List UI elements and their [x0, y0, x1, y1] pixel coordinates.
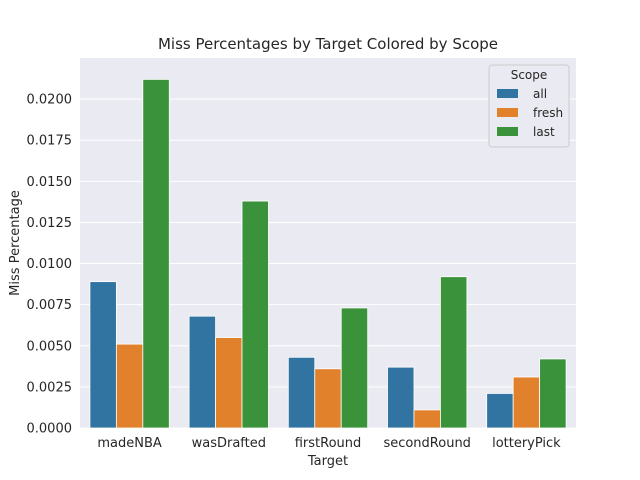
y-axis-ticks: 0.0000 0.0025 0.0050 0.0075 0.0100 0.0125 0.01…: [27, 93, 73, 437]
y-tick-label: 0.0175: [27, 134, 73, 149]
legend-box: [488, 64, 570, 148]
bars: [89, 78, 567, 429]
y-tick-label: 0.0200: [27, 93, 73, 108]
x-axis-label: Target: [307, 454, 348, 469]
bar-last-firstRound: [340, 307, 369, 429]
bar-last-lotteryPick: [539, 358, 567, 429]
y-axis-label: Miss Percentage: [8, 190, 23, 296]
x-tick-label: secondRound: [383, 436, 471, 451]
chart-title: Miss Percentages by Target Colored by Sc…: [158, 35, 498, 53]
legend-label-all: all: [533, 87, 547, 101]
y-tick-label: 0.0075: [27, 298, 73, 313]
x-tick-label: lotteryPick: [492, 436, 561, 451]
y-tick-label: 0.0150: [27, 175, 73, 190]
y-tick-label: 0.0025: [27, 380, 73, 395]
y-tick-label: 0.0100: [27, 257, 73, 272]
bar-fresh-madeNBA: [115, 343, 144, 429]
x-axis-ticks: madeNBA wasDrafted firstRound secondRound lo…: [97, 436, 561, 451]
bar-all-firstRound: [287, 356, 316, 429]
y-tick-label: 0.0125: [27, 216, 73, 231]
bar-fresh-lotteryPick: [512, 376, 541, 429]
x-tick-label: madeNBA: [97, 436, 162, 451]
legend-label-fresh: fresh: [533, 106, 563, 120]
legend-label-last: last: [533, 125, 555, 139]
bar-all-lotteryPick: [486, 393, 514, 429]
y-tick-label: 0.0050: [27, 339, 73, 354]
y-tick-label: 0.0000: [27, 422, 73, 437]
bar-all-wasDrafted: [188, 315, 216, 429]
x-tick-label: firstRound: [295, 436, 362, 451]
legend-swatch-fresh: [497, 108, 518, 117]
x-tick-label: wasDrafted: [192, 436, 266, 451]
bar-last-wasDrafted: [241, 200, 269, 429]
legend: Scope all fresh last: [488, 64, 570, 148]
legend-swatch-last: [497, 127, 518, 136]
bar-all-madeNBA: [89, 281, 117, 429]
bar-last-madeNBA: [142, 78, 170, 429]
bar-last-secondRound: [440, 276, 468, 429]
bar-all-secondRound: [387, 366, 415, 429]
legend-swatch-all: [497, 89, 518, 98]
bar-fresh-secondRound: [413, 409, 441, 429]
bar-fresh-firstRound: [314, 368, 342, 429]
bar-fresh-wasDrafted: [215, 337, 243, 429]
legend-title: Scope: [511, 68, 548, 82]
